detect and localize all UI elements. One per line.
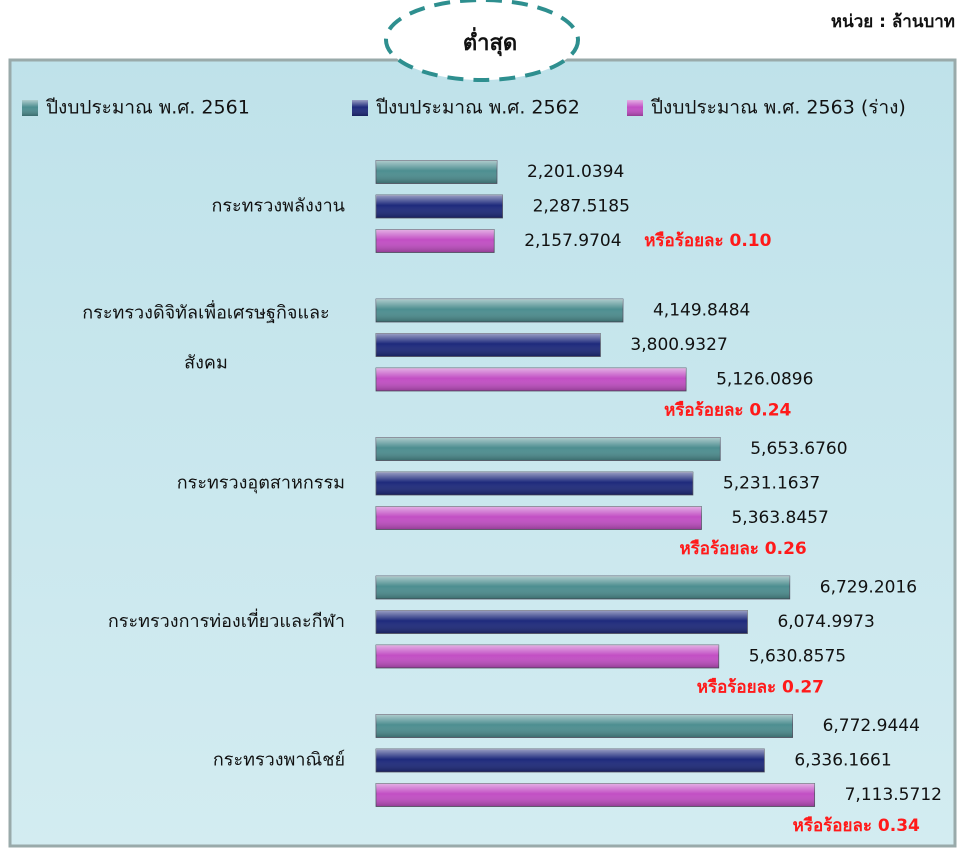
category-label: กระทรวงดิจิทัลเพื่อเศรษฐกิจและ: [82, 300, 329, 324]
annotation: หรือร้อยละ 0.27: [697, 677, 824, 698]
unit-label: หน่วย : ล้านบาท: [831, 12, 955, 32]
bar-shine: [376, 230, 494, 253]
value-label: 6,729.2016: [820, 578, 917, 598]
category-label: กระทรวงพาณิชย์: [213, 750, 345, 771]
bar-shine: [376, 438, 720, 461]
value-label: 6,336.1661: [794, 751, 891, 771]
callout-text: ต่ำสุด: [463, 26, 517, 57]
value-label: 6,074.9973: [777, 612, 874, 632]
annotation: หรือร้อยละ 0.26: [679, 538, 806, 559]
bar-shine: [376, 645, 719, 668]
bar-shine: [376, 784, 815, 807]
annotation: หรือร้อยละ 0.10: [644, 230, 771, 251]
value-label: 7,113.5712: [845, 785, 942, 805]
chart: ต่ำสุด หน่วย : ล้านบาท ปีงบประมาณ พ.ศ. 2…: [0, 0, 962, 853]
value-label: 3,800.9327: [630, 335, 727, 355]
bar-shine: [376, 715, 793, 738]
value-label: 4,149.8484: [653, 301, 750, 321]
legend-label: ปีงบประมาณ พ.ศ. 2561: [45, 97, 250, 119]
value-label: 6,772.9444: [823, 716, 920, 736]
category-label: กระทรวงพลังงาน: [211, 196, 345, 217]
legend-swatch-shine: [22, 100, 38, 116]
bar-shine: [376, 334, 600, 357]
bar-shine: [376, 368, 686, 391]
value-label: 2,287.5185: [533, 197, 630, 217]
category-label: กระทรวงอุตสาหกรรม: [177, 473, 345, 494]
legend-label: ปีงบประมาณ พ.ศ. 2562: [375, 97, 580, 119]
category-label: กระทรวงการท่องเที่ยวและกีฬา: [108, 608, 345, 632]
legend-label: ปีงบประมาณ พ.ศ. 2563 (ร่าง): [650, 97, 906, 119]
bar-shine: [376, 611, 747, 634]
bar-shine: [376, 161, 497, 184]
legend-swatch-shine: [352, 100, 368, 116]
bar-shine: [376, 195, 503, 218]
bar-shine: [376, 472, 693, 495]
value-label: 2,157.9704: [524, 231, 621, 251]
value-label: 5,363.8457: [731, 508, 828, 528]
value-label: 5,653.6760: [750, 439, 847, 459]
bar-shine: [376, 299, 623, 322]
value-label: 2,201.0394: [527, 162, 624, 182]
bar-shine: [376, 507, 701, 530]
value-label: 5,126.0896: [716, 370, 813, 390]
category-label: สังคม: [184, 353, 228, 374]
bar-shine: [376, 576, 790, 599]
bar-shine: [376, 749, 764, 772]
legend-swatch-shine: [627, 100, 643, 116]
annotation: หรือร้อยละ 0.34: [793, 815, 920, 836]
value-label: 5,231.1637: [723, 474, 820, 494]
annotation: หรือร้อยละ 0.24: [664, 400, 791, 421]
value-label: 5,630.8575: [749, 647, 846, 667]
